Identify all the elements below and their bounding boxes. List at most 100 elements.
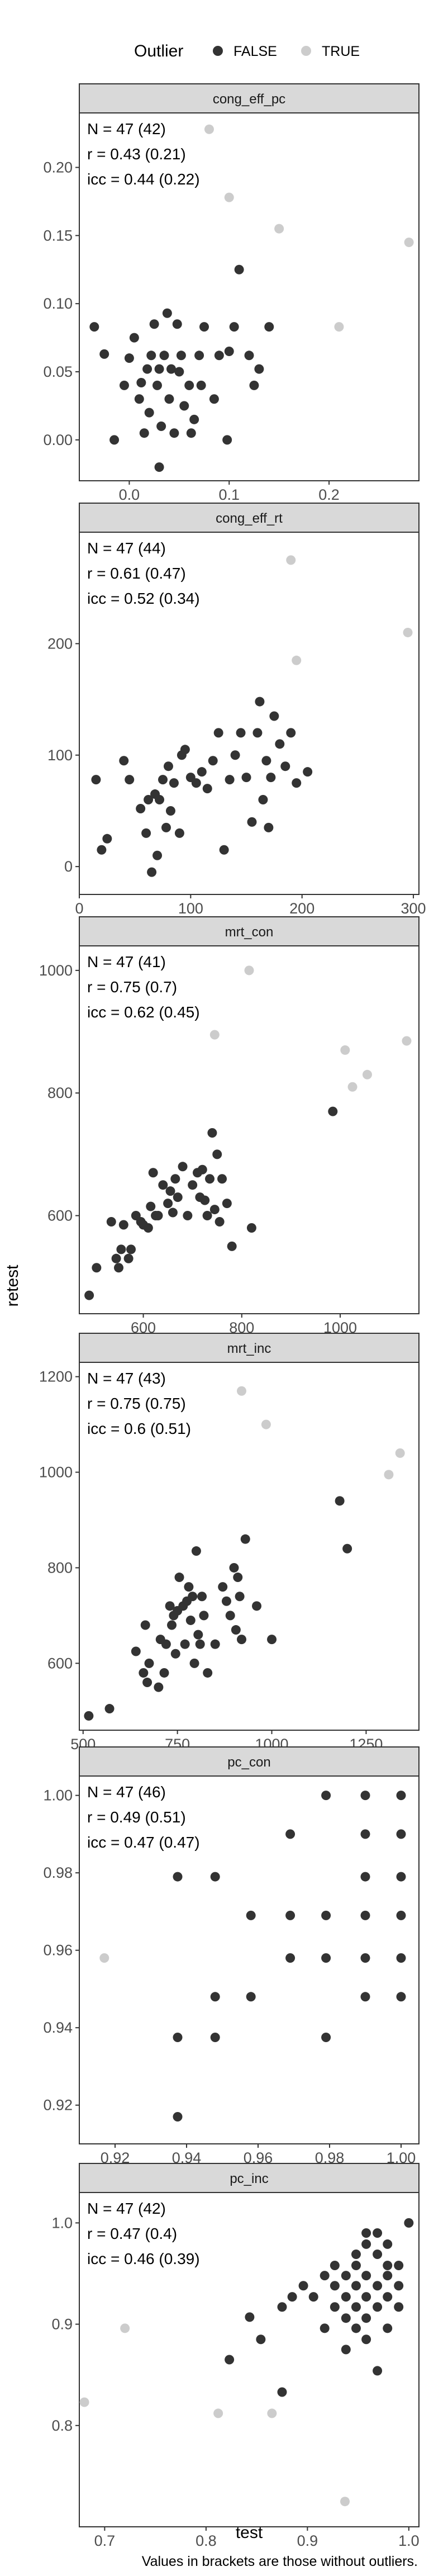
point-outlier-false (261, 756, 271, 766)
point-outlier-false (308, 2292, 318, 2302)
point-outlier-false (199, 1611, 209, 1621)
point-outlier-false (383, 2271, 393, 2281)
facet-strip-label: pc_con (227, 1755, 270, 1770)
point-outlier-false (342, 1543, 352, 1554)
point-outlier-false (361, 2313, 371, 2323)
point-outlier-false (383, 2260, 393, 2270)
point-outlier-false (330, 2302, 340, 2312)
point-outlier-false (217, 1174, 227, 1184)
y-tick-label: 0.8 (51, 2417, 73, 2434)
point-outlier-false (208, 756, 218, 766)
point-outlier-false (195, 1639, 205, 1649)
point-outlier-false (166, 364, 177, 374)
plot-area (79, 945, 420, 1314)
point-outlier-false (246, 1992, 256, 2002)
plot-area (79, 2192, 420, 2527)
point-outlier-true (292, 655, 302, 665)
point-outlier-false (109, 435, 120, 445)
facet-strip (79, 1746, 420, 1777)
stat-line: icc = 0.52 (0.34) (87, 590, 200, 607)
point-outlier-false (396, 1791, 406, 1801)
point-outlier-false (168, 1208, 178, 1218)
point-outlier-true (403, 627, 413, 637)
point-outlier-false (383, 2292, 393, 2302)
point-outlier-true (334, 322, 344, 332)
y-tick-label: 0.96 (43, 1942, 73, 1959)
point-outlier-false (124, 353, 134, 363)
point-outlier-false (173, 1192, 183, 1202)
point-outlier-false (396, 1829, 406, 1839)
point-outlier-false (205, 1174, 215, 1184)
point-outlier-false (174, 1573, 184, 1583)
point-outlier-false (396, 1992, 406, 2002)
point-outlier-false (158, 1180, 168, 1190)
point-outlier-true (402, 1036, 412, 1046)
x-tick-label: 0.7 (94, 2532, 116, 2549)
point-outlier-false (113, 1263, 123, 1273)
point-outlier-false (118, 1220, 128, 1230)
point-outlier-false (140, 1620, 150, 1630)
stat-line: r = 0.75 (0.75) (87, 1395, 186, 1412)
point-outlier-false (264, 322, 274, 332)
point-outlier-false (396, 1953, 406, 1963)
y-axis-title: retest (3, 1265, 22, 1307)
point-outlier-false (165, 1601, 175, 1611)
legend-title: Outlier (134, 42, 183, 60)
point-outlier-true (267, 2408, 277, 2418)
point-outlier-false (196, 380, 206, 390)
point-outlier-false (189, 414, 199, 424)
point-outlier-false (197, 1164, 207, 1175)
point-outlier-false (277, 2387, 287, 2397)
point-outlier-false (351, 2260, 361, 2270)
x-tick-label: 0.0 (119, 486, 140, 503)
stat-line: r = 0.43 (0.21) (87, 145, 186, 163)
point-outlier-false (191, 1546, 201, 1556)
point-outlier-false (256, 2334, 266, 2345)
point-outlier-false (185, 1615, 196, 1625)
point-outlier-false (202, 1211, 212, 1221)
point-outlier-false (321, 1953, 331, 1963)
stat-line: N = 47 (44) (87, 539, 166, 557)
point-outlier-false (235, 1592, 245, 1602)
point-outlier-false (148, 1168, 158, 1178)
x-tick-label: 0.9 (297, 2532, 318, 2549)
y-tick-label: 200 (47, 635, 73, 652)
stat-line: icc = 0.47 (0.47) (87, 1834, 200, 1851)
point-outlier-false (321, 1791, 331, 1801)
point-outlier-false (341, 2345, 351, 2355)
stat-line: r = 0.61 (0.47) (87, 565, 186, 582)
point-outlier-false (252, 1601, 262, 1611)
point-outlier-false (173, 1872, 183, 1882)
point-outlier-false (275, 739, 285, 749)
point-outlier-false (292, 778, 302, 788)
point-outlier-false (209, 1205, 220, 1215)
y-tick-label: 600 (47, 1208, 73, 1224)
point-outlier-false (360, 1992, 370, 2002)
point-outlier-false (154, 462, 164, 472)
point-outlier-false (341, 2271, 351, 2281)
panel-cong_eff_pc: cong_eff_pc 0.00 0.05 0.10 0.15 0.20 0.0 0.1 0.2… (43, 83, 420, 503)
stat-line: icc = 0.6 (0.51) (87, 1420, 191, 1437)
facet-strip (79, 1333, 420, 1363)
point-outlier-false (142, 364, 152, 374)
point-outlier-false (174, 367, 184, 377)
legend-swatch-false (213, 46, 223, 56)
point-outlier-false (222, 1199, 232, 1209)
point-outlier-false (106, 1217, 116, 1227)
point-outlier-true (209, 1030, 220, 1040)
y-tick-label: 600 (47, 1655, 73, 1671)
panel-pc_inc: pc_inc 0.8 0.9 1.0 0.7 0.8 0.9 1.0 N = 47 (42) r … (51, 2163, 420, 2549)
point-outlier-false (396, 1872, 406, 1882)
point-outlier-false (159, 351, 169, 361)
point-outlier-false (184, 1582, 194, 1592)
point-outlier-false (258, 795, 268, 805)
point-outlier-true (340, 1045, 350, 1055)
x-tick-label: 0.2 (318, 486, 340, 503)
point-outlier-false (225, 1611, 235, 1621)
point-outlier-true (224, 192, 234, 202)
point-outlier-false (351, 2281, 361, 2291)
facet-strip-label: cong_eff_rt (216, 511, 283, 526)
point-outlier-false (373, 2281, 383, 2291)
point-outlier-false (210, 1992, 220, 2002)
x-tick-label: 0.8 (196, 2532, 217, 2549)
